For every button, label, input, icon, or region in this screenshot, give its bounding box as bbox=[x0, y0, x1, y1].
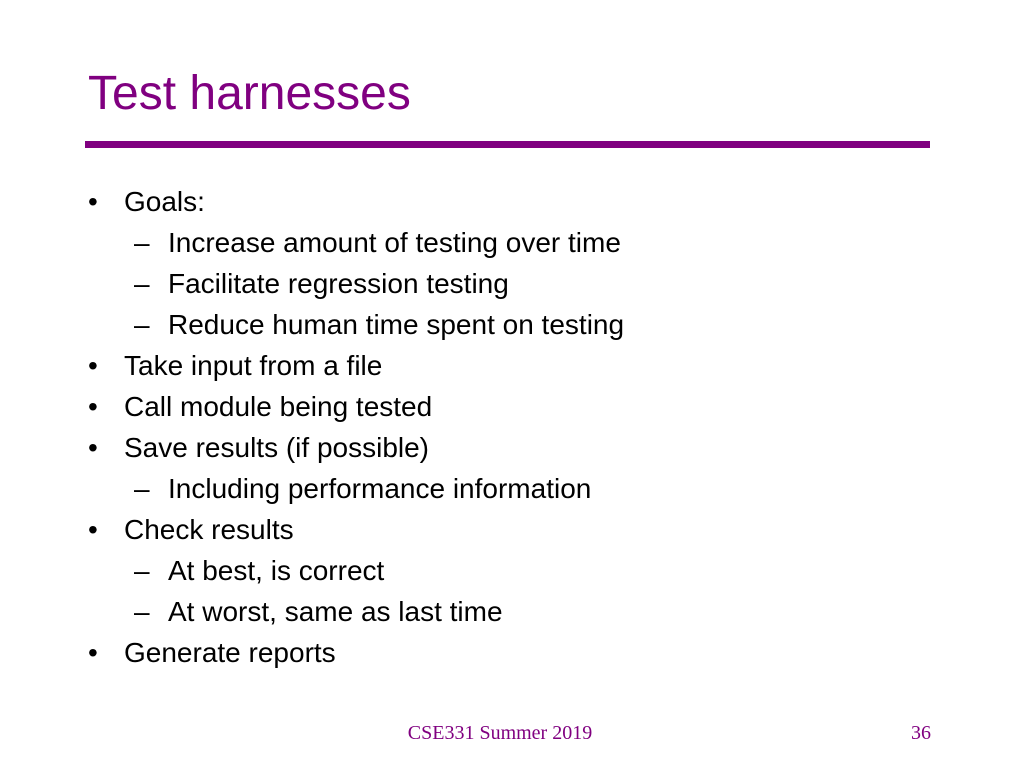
dash-marker: – bbox=[134, 268, 150, 299]
list-item-text: Take input from a file bbox=[124, 350, 383, 381]
list-item-text: Including performance information bbox=[168, 473, 592, 504]
list-item: – At worst, same as last time bbox=[86, 591, 966, 632]
list-item-text: Reduce human time spent on testing bbox=[168, 309, 625, 340]
bullet-marker: • bbox=[88, 432, 98, 463]
list-item-text: Save results (if possible) bbox=[124, 432, 430, 463]
bullet-marker: • bbox=[88, 350, 98, 381]
dash-marker: – bbox=[134, 596, 150, 627]
bullet-list: • Goals: – Increase amount of testing over … bbox=[86, 181, 966, 673]
dash-marker: – bbox=[134, 309, 150, 340]
list-item-text: At worst, same as last time bbox=[168, 596, 503, 627]
list-item-text: Call module being tested bbox=[124, 391, 433, 422]
list-item: • Call module being tested bbox=[86, 386, 966, 427]
list-item: • Save results (if possible) bbox=[86, 427, 966, 468]
list-item: • Take input from a file bbox=[86, 345, 966, 386]
list-item: – Reduce human time spent on testing bbox=[86, 304, 966, 345]
list-item-text: Generate reports bbox=[124, 637, 336, 668]
slide-title: Test harnesses bbox=[88, 67, 411, 120]
footer-course: CSE331 Summer 2019 bbox=[407, 722, 593, 744]
list-item-text: Facilitate regression testing bbox=[168, 268, 509, 299]
list-item: • Generate reports bbox=[86, 632, 966, 673]
bullet-marker: • bbox=[88, 186, 98, 217]
list-item-text: At best, is correct bbox=[168, 555, 385, 586]
bullet-marker: • bbox=[88, 637, 98, 668]
list-item: – Increase amount of testing over time bbox=[86, 222, 966, 263]
dash-marker: – bbox=[134, 227, 150, 258]
dash-marker: – bbox=[134, 473, 150, 504]
list-item: • Check results bbox=[86, 509, 966, 550]
list-item: – At best, is correct bbox=[86, 550, 966, 591]
title-underline bbox=[85, 141, 930, 148]
list-item-text: Goals: bbox=[124, 186, 205, 217]
list-item: – Including performance information bbox=[86, 468, 966, 509]
list-item: – Facilitate regression testing bbox=[86, 263, 966, 304]
list-item-text: Check results bbox=[124, 514, 294, 545]
footer-page-number: 36 bbox=[911, 722, 931, 744]
list-item-text: Increase amount of testing over time bbox=[168, 227, 621, 258]
bullet-marker: • bbox=[88, 391, 98, 422]
list-item: • Goals: bbox=[86, 181, 966, 222]
dash-marker: – bbox=[134, 555, 150, 586]
bullet-marker: • bbox=[88, 514, 98, 545]
